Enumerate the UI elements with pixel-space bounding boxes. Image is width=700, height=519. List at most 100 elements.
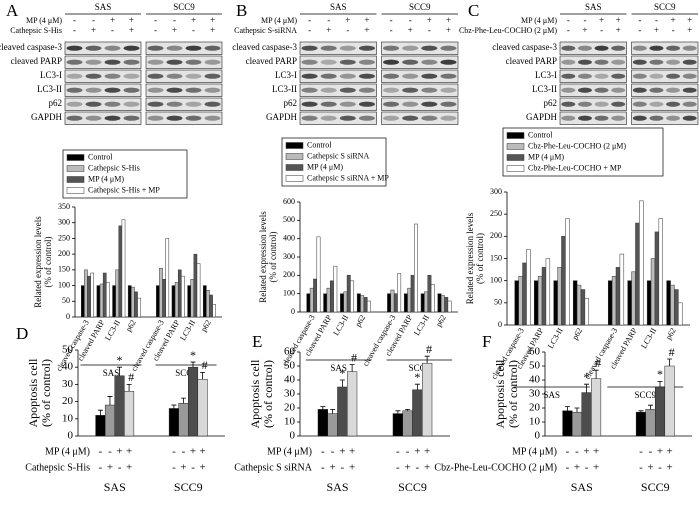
x-tick-label: p62 xyxy=(664,326,678,341)
bar xyxy=(407,287,412,313)
y-tick-label: 40 xyxy=(529,374,541,386)
bar xyxy=(412,389,423,437)
condition-sign: + xyxy=(110,15,115,25)
blot-strip xyxy=(299,41,377,55)
condition-sign: + xyxy=(91,25,96,35)
condition-label: Cathepsic S-His xyxy=(10,26,62,35)
blot-band xyxy=(339,101,356,107)
bar xyxy=(410,275,415,313)
y-tick-label: 50 xyxy=(284,360,296,372)
blot-band xyxy=(104,59,121,65)
blot-band xyxy=(320,101,337,107)
condition-label: MP (4 μM) xyxy=(512,446,557,457)
blot-row-label: LC3-I xyxy=(275,70,297,80)
x-tick-label: SAS xyxy=(571,480,593,494)
bar xyxy=(387,293,392,313)
condition-sign: + xyxy=(126,462,132,474)
condition-sign: - xyxy=(154,25,157,35)
bar xyxy=(323,293,328,313)
condition-label: Cathepsic S-His xyxy=(25,462,90,473)
condition-sign: - xyxy=(327,15,330,25)
bar xyxy=(607,280,613,326)
y-axis-label: Apoptosis cell xyxy=(26,358,40,428)
y-tick-label: 0 xyxy=(68,430,74,442)
blot-band xyxy=(440,87,457,93)
x-tick-label: SCC9 xyxy=(641,480,670,494)
blot-row-label: cleaved PARP xyxy=(246,56,297,66)
blot-band xyxy=(204,87,221,93)
bar xyxy=(121,219,126,318)
blot-band xyxy=(577,59,592,65)
condition-sign: + xyxy=(427,15,432,25)
blot-band xyxy=(147,115,164,121)
blot-band xyxy=(594,101,609,107)
blot-band xyxy=(649,73,664,79)
bar xyxy=(202,285,207,318)
condition-sign: + xyxy=(583,446,589,458)
blot-band xyxy=(147,73,164,79)
y-tick-label: 150 xyxy=(490,253,502,262)
condition-sign: + xyxy=(424,446,430,458)
condition-sign: - xyxy=(600,25,603,35)
blot-row-label: GAPDH xyxy=(266,112,298,122)
blot-row-label: cleaved caspase-3 xyxy=(232,42,297,52)
condition-sign: + xyxy=(129,15,134,25)
bar xyxy=(561,236,566,326)
bar xyxy=(177,269,182,318)
blot-strip xyxy=(64,41,142,55)
bar xyxy=(333,265,338,313)
condition-label: Cbz-Phe-Leu-COCHO (2 μM) xyxy=(434,462,557,473)
condition-sign: + xyxy=(647,462,653,474)
y-tick-label: 200 xyxy=(490,231,502,240)
significance-mark: # xyxy=(128,370,134,384)
condition-label: Cathepsic S-siRNA xyxy=(234,26,297,35)
y-tick-label: 30 xyxy=(529,388,541,400)
blot-strip xyxy=(559,55,627,69)
condition-sign: + xyxy=(654,25,659,35)
bar xyxy=(562,410,573,437)
y-tick-label: 0 xyxy=(290,430,296,442)
bar xyxy=(534,280,539,326)
bar xyxy=(347,371,358,437)
bar xyxy=(422,362,433,437)
blot-band xyxy=(85,101,102,107)
blot-band xyxy=(666,59,681,65)
y-tick-label: 350 xyxy=(58,202,70,211)
y-tick-label: 100 xyxy=(58,280,70,289)
bar xyxy=(666,280,671,326)
y-tick-label: 40 xyxy=(62,361,74,373)
bar xyxy=(115,269,120,318)
blot-strip xyxy=(381,69,459,83)
blot-row-label: cleaved caspase-3 xyxy=(0,42,62,52)
blot-row-label: LC3-I xyxy=(535,70,557,80)
blot-band xyxy=(204,101,221,107)
blot-band xyxy=(561,87,576,93)
blot-strip xyxy=(631,41,699,55)
blot-group-label: SCC9 xyxy=(173,2,195,12)
blot-band xyxy=(649,101,664,107)
error-bar xyxy=(171,404,177,409)
blot-band xyxy=(123,59,140,65)
panel-letter: C xyxy=(468,1,479,20)
y-tick-label: 0 xyxy=(66,312,70,321)
blot-band xyxy=(594,73,609,79)
bar xyxy=(678,302,683,326)
legend-label: Cathepsic S-His xyxy=(88,163,140,172)
blot-band xyxy=(204,73,221,79)
y-axis-label: (% of control) xyxy=(261,360,275,428)
bar xyxy=(514,280,519,326)
blot-band xyxy=(383,73,400,79)
condition-sign: - xyxy=(396,462,400,474)
y-tick-label: 250 xyxy=(58,233,70,242)
condition-sign: - xyxy=(346,25,349,35)
condition-sign: - xyxy=(92,15,95,25)
condition-sign: + xyxy=(616,25,621,35)
blot-band xyxy=(147,45,164,51)
condition-sign: - xyxy=(639,446,643,458)
condition-sign: - xyxy=(182,446,186,458)
blot-band xyxy=(166,59,183,65)
condition-label: MP (4 μM) xyxy=(267,446,312,457)
bar xyxy=(646,280,652,326)
bar xyxy=(571,411,583,437)
blot-band xyxy=(402,101,419,107)
